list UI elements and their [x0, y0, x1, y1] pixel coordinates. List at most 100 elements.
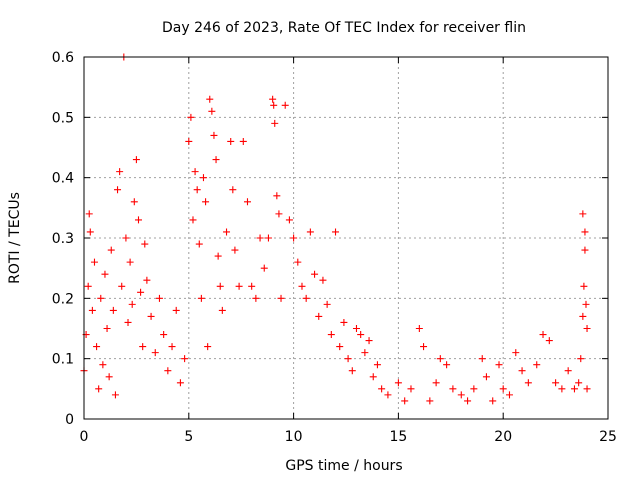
- data-point: [105, 373, 113, 381]
- data-point: [210, 131, 218, 139]
- data-point: [298, 282, 306, 290]
- data-point: [124, 318, 132, 326]
- data-point: [495, 361, 503, 369]
- data-point: [260, 264, 268, 272]
- data-point: [193, 186, 201, 194]
- data-point: [270, 101, 278, 109]
- data-point: [160, 331, 168, 339]
- data-point: [214, 252, 222, 260]
- data-point: [315, 312, 323, 320]
- data-point: [319, 276, 327, 284]
- data-point: [365, 337, 373, 345]
- data-point: [147, 312, 155, 320]
- data-point: [128, 300, 136, 308]
- data-point: [436, 355, 444, 363]
- data-point: [558, 385, 566, 393]
- data-point: [269, 95, 277, 103]
- data-point: [499, 385, 507, 393]
- data-point: [332, 228, 340, 236]
- data-point: [88, 306, 96, 314]
- x-tick-label: 15: [389, 429, 407, 445]
- data-point: [285, 216, 293, 224]
- data-point: [552, 379, 560, 387]
- data-point: [457, 391, 465, 399]
- data-point: [306, 228, 314, 236]
- data-point: [579, 312, 587, 320]
- data-point: [107, 246, 115, 254]
- data-point: [449, 385, 457, 393]
- data-point: [103, 325, 111, 332]
- data-point: [130, 198, 138, 206]
- data-point: [580, 282, 588, 290]
- data-point: [189, 216, 197, 224]
- data-point: [470, 385, 478, 393]
- data-point: [344, 355, 352, 363]
- x-tick-label: 0: [80, 429, 89, 445]
- data-point: [199, 174, 207, 182]
- data-point: [139, 343, 147, 351]
- data-point: [202, 198, 210, 206]
- data-point: [443, 361, 451, 369]
- x-tick-label: 20: [494, 429, 512, 445]
- data-point: [239, 137, 247, 145]
- y-axis-label: ROTI / TECUs: [7, 192, 23, 284]
- data-point: [151, 349, 159, 357]
- axis-ticks: 0 5 10 15 20 25 0 0.1 0.2 0.3 0.4 0.5 0.6: [52, 50, 617, 445]
- data-point: [248, 282, 256, 290]
- data-point: [373, 361, 381, 369]
- data-point: [114, 186, 122, 194]
- data-point: [90, 258, 98, 266]
- data-point: [336, 343, 344, 351]
- data-point: [252, 294, 260, 302]
- data-point: [126, 258, 134, 266]
- data-point: [482, 373, 490, 381]
- data-point: [401, 397, 409, 405]
- data-point: [583, 325, 591, 332]
- data-point: [85, 210, 93, 218]
- data-point: [143, 276, 151, 284]
- data-point: [93, 343, 101, 351]
- data-point: [216, 282, 224, 290]
- data-point: [134, 216, 142, 224]
- data-point: [218, 306, 226, 314]
- data-point: [95, 385, 103, 393]
- data-point: [294, 258, 302, 266]
- data-point: [290, 234, 298, 242]
- data-point: [101, 270, 109, 278]
- data-point: [426, 397, 434, 405]
- data-point: [195, 240, 203, 248]
- data-point: [84, 282, 92, 290]
- data-point: [176, 379, 184, 387]
- data-point: [357, 331, 365, 339]
- data-point: [524, 379, 532, 387]
- data-point: [323, 300, 331, 308]
- data-point: [570, 385, 578, 393]
- y-tick-label: 0.3: [52, 231, 74, 247]
- data-point: [208, 107, 216, 115]
- data-point: [577, 355, 585, 363]
- data-point: [137, 288, 145, 296]
- data-point: [505, 391, 513, 399]
- y-tick-label: 0.4: [52, 171, 74, 187]
- data-point: [99, 361, 107, 369]
- y-tick-label: 0.1: [52, 352, 74, 368]
- data-point: [539, 331, 547, 339]
- x-axis-label: GPS time / hours: [285, 458, 402, 474]
- data-point: [86, 228, 94, 236]
- data-point: [197, 294, 205, 302]
- data-point: [581, 246, 589, 254]
- data-point: [132, 156, 140, 164]
- data-point: [256, 234, 264, 242]
- data-point: [581, 228, 589, 236]
- y-tick-label: 0.6: [52, 50, 74, 66]
- data-point: [582, 300, 590, 308]
- data-point: [111, 391, 119, 399]
- data-point: [394, 379, 402, 387]
- data-point: [223, 228, 231, 236]
- data-point: [164, 367, 172, 375]
- data-point: [172, 306, 180, 314]
- data-point: [273, 192, 281, 200]
- chart-title: Day 246 of 2023, Rate Of TEC Index for r…: [162, 20, 526, 36]
- x-tick-label: 25: [599, 429, 617, 445]
